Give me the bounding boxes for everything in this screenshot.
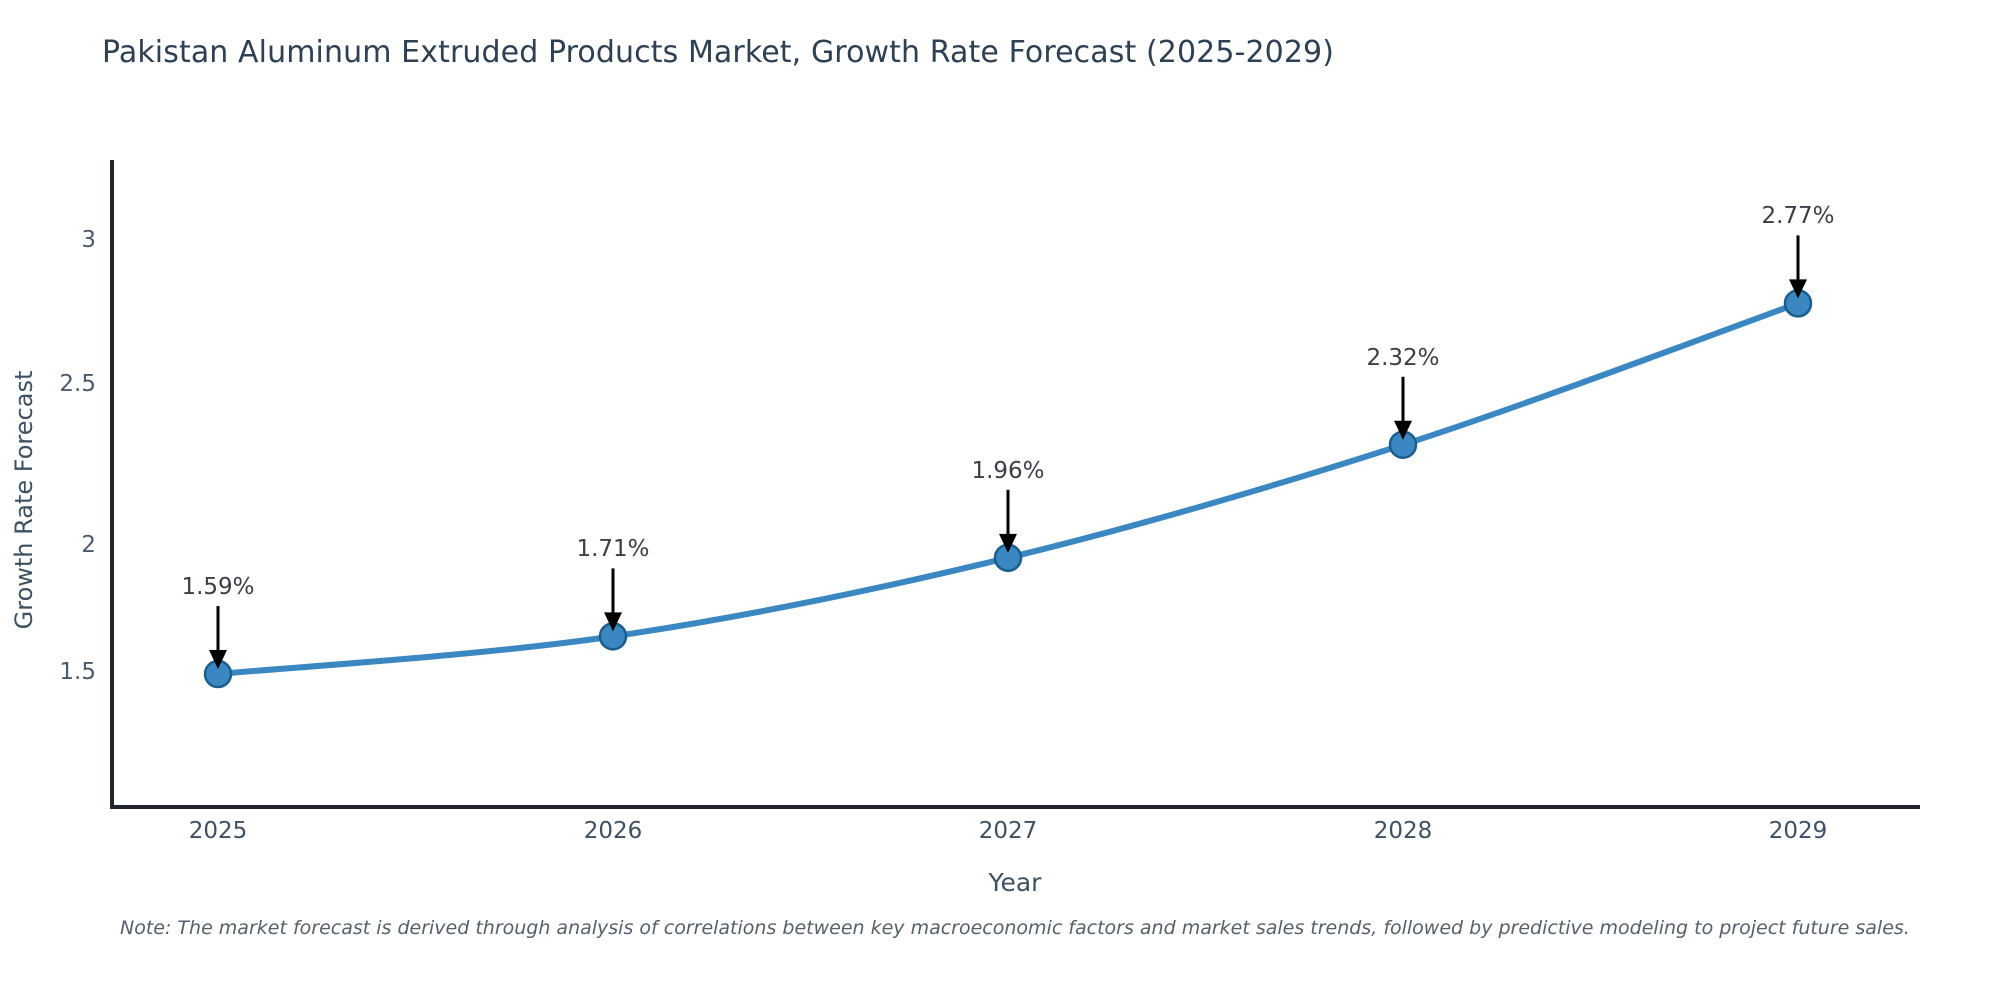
data-point-markers	[203, 289, 1813, 689]
x-tick-label-2025: 2025	[188, 818, 248, 844]
annotation-arrow-head	[604, 612, 622, 632]
y-tick-label: 1.5	[59, 659, 96, 685]
y-tick-label: 3	[81, 227, 96, 253]
annotation-arrow-head	[1394, 420, 1412, 440]
data-point-label: 2.32%	[1366, 344, 1440, 371]
x-tick-label-2027: 2027	[978, 818, 1038, 844]
data-point-label: 1.96%	[971, 457, 1045, 484]
x-tick-label-2029: 2029	[1768, 818, 1828, 844]
x-axis-title: Year	[988, 868, 1042, 897]
x-axis-line	[110, 805, 1920, 809]
forecast-line	[215, 300, 1801, 678]
y-axis-line	[110, 160, 114, 808]
data-point-label: 1.59%	[181, 574, 255, 601]
chart-title: Pakistan Aluminum Extruded Products Mark…	[102, 35, 1335, 70]
y-tick-label: 2.5	[59, 371, 96, 397]
y-axis-ticks: 3 2.5 2 1.5	[0, 0, 96, 1000]
data-point-label: 1.71%	[576, 536, 650, 563]
annotation-arrow-head	[999, 533, 1017, 553]
annotation-arrows	[209, 235, 1807, 670]
chart-footnote: Note: The market forecast is derived thr…	[120, 917, 1910, 939]
x-tick-label-2028: 2028	[1373, 818, 1433, 844]
annotation-arrow-head	[1789, 279, 1807, 299]
data-point-label: 2.77%	[1761, 203, 1835, 230]
y-tick-label: 2	[81, 532, 96, 558]
x-tick-label-2026: 2026	[583, 818, 643, 844]
annotation-arrow-head	[209, 650, 227, 670]
